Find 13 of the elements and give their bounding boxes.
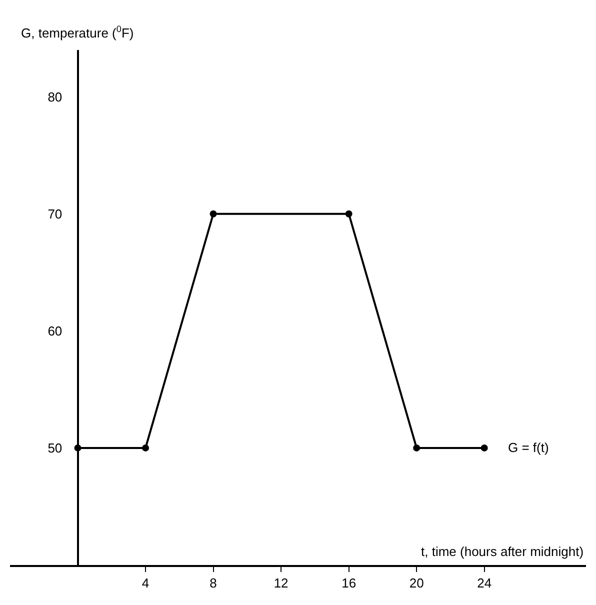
annotation: G = f(t) xyxy=(508,440,549,455)
y-tick-label: 60 xyxy=(48,323,62,338)
y-tick-label: 80 xyxy=(48,89,62,104)
x-tick-label: 16 xyxy=(342,575,356,590)
y-axis-title: G, temperature ($^{0}$F) xyxy=(21,24,134,40)
x-tick-label: 20 xyxy=(409,575,424,590)
y-tick-label: 50 xyxy=(48,440,62,456)
x-tick-label: 8 xyxy=(210,575,217,590)
x-axis-title: t, time (hours after midnight) xyxy=(421,544,584,559)
x-tick-label: 24 xyxy=(477,575,492,590)
x-tick-label: 12 xyxy=(274,575,288,590)
x-tick-label: 4 xyxy=(142,575,150,590)
y-tick-label: 70 xyxy=(48,206,62,222)
